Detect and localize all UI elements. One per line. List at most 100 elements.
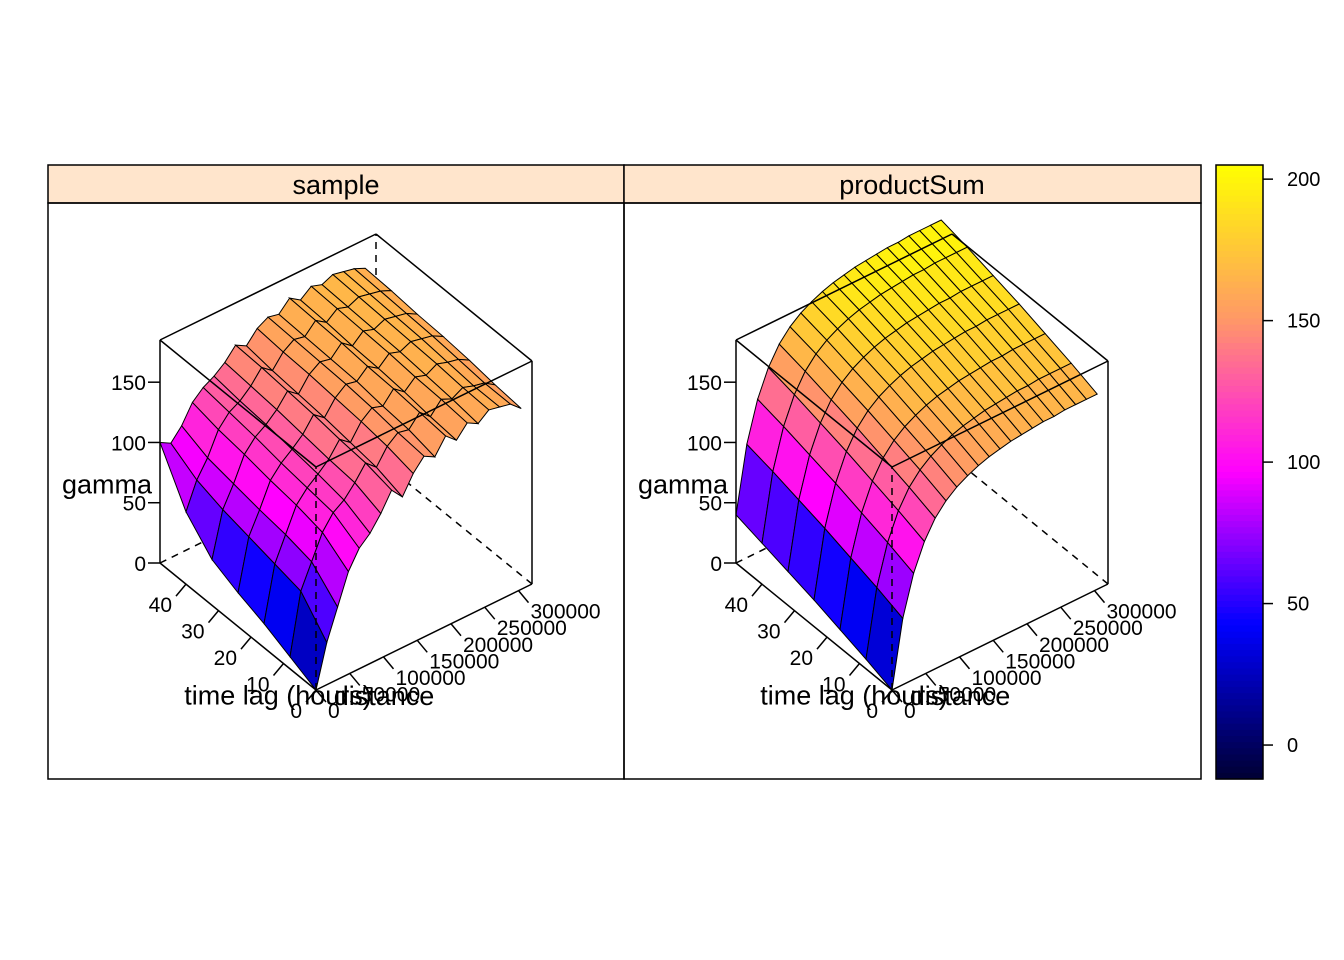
box-edge <box>735 233 953 341</box>
y-tick-label: 0 <box>290 700 302 723</box>
colorkey-band <box>1216 281 1263 289</box>
colorkey-band <box>1216 324 1263 332</box>
colorkey-band <box>1216 557 1263 565</box>
colorkey-band <box>1216 373 1263 381</box>
x-tick-mark <box>382 656 395 670</box>
z-tick-label: 0 <box>134 553 146 576</box>
y-tick-mark <box>816 636 828 650</box>
colorkey-band <box>1216 459 1263 467</box>
y-tick-mark <box>305 689 317 703</box>
box-edge-hidden <box>951 456 1109 585</box>
y-tick-mark <box>272 663 285 677</box>
colorkey-band <box>1216 748 1263 756</box>
z-tick-label: 100 <box>111 432 146 455</box>
z-tick-label: 0 <box>710 553 722 576</box>
colorkey-band <box>1216 177 1263 185</box>
colorkey-band <box>1216 693 1263 700</box>
colorkey-band <box>1216 392 1263 399</box>
x-tick-mark <box>484 606 496 620</box>
colorkey-band <box>1216 312 1263 320</box>
box-edge <box>375 233 533 362</box>
colorkey-band <box>1216 238 1263 246</box>
colorkey-band <box>1216 760 1263 768</box>
colorkey-band <box>1216 527 1263 534</box>
y-tick-label: 30 <box>181 621 204 644</box>
x-tick-mark <box>925 672 937 686</box>
colorkey-band <box>1216 772 1263 780</box>
panel-box-productSum <box>623 202 1202 780</box>
colorkey-band <box>1216 330 1263 338</box>
colorkey-band <box>1216 723 1263 731</box>
colorkey-band <box>1216 275 1263 283</box>
colorkey-band <box>1216 582 1263 590</box>
panel-sample: sample 050000100000150000200000250000300… <box>47 164 625 780</box>
colorkey-band <box>1216 220 1263 227</box>
y-axis-label: time lag (hours) <box>760 681 948 711</box>
colorkey-band <box>1216 465 1263 473</box>
surface <box>159 267 522 692</box>
x-tick-mark <box>891 689 903 703</box>
colorkey-band <box>1216 545 1263 553</box>
x-tick-mark <box>416 639 428 653</box>
z-tick-label: 150 <box>111 372 146 395</box>
colorkey-band <box>1216 453 1263 461</box>
y-tick-label: 20 <box>790 647 813 670</box>
colorkey-band <box>1216 766 1263 774</box>
colorkey-band <box>1216 183 1263 191</box>
colorkey-band <box>1216 662 1263 670</box>
x-tick-label: 150000 <box>1005 650 1075 673</box>
y-tick-mark <box>881 689 893 703</box>
strip-sample <box>47 164 625 204</box>
y-tick-label: 30 <box>757 621 780 644</box>
colorkey-band <box>1216 607 1263 614</box>
y-tick-label: 40 <box>149 594 172 617</box>
y-tick-mark <box>848 663 861 677</box>
colorkey-band <box>1216 729 1263 737</box>
x-tick-label: 300000 <box>531 601 601 624</box>
y-tick-label: 0 <box>866 700 878 723</box>
colorkey-tick-label: 100 <box>1287 452 1320 474</box>
y-tick-label: 10 <box>246 674 269 697</box>
colorkey: 0 50 100 150 200 <box>1215 164 1320 780</box>
colorkey-band <box>1216 564 1263 571</box>
colorkey-band <box>1216 165 1263 172</box>
colorkey-band <box>1216 705 1263 713</box>
colorkey-band <box>1216 508 1263 516</box>
surface-facet <box>289 589 328 692</box>
colorkey-band <box>1216 416 1263 424</box>
colorkey-band <box>1216 398 1263 406</box>
surface <box>735 219 1098 692</box>
box-edge <box>315 583 533 691</box>
y-tick-label: 20 <box>214 647 237 670</box>
y-tick-label: 10 <box>822 674 845 697</box>
colorkey-band <box>1216 435 1263 442</box>
x-tick-mark <box>992 639 1004 653</box>
colorkey-band <box>1216 717 1263 725</box>
colorkey-band <box>1216 349 1263 356</box>
box-edge <box>735 339 893 468</box>
colorkey-ticks: 0 50 100 150 200 <box>1263 169 1320 757</box>
colorkey-bands <box>1216 165 1263 780</box>
colorkey-band <box>1216 232 1263 240</box>
x-tick-mark <box>450 623 462 637</box>
colorkey-band <box>1216 613 1263 620</box>
colorkey-band <box>1216 343 1263 350</box>
box-edge <box>891 360 1109 468</box>
colorkey-band <box>1216 502 1263 510</box>
colorkey-band <box>1216 736 1263 743</box>
colorkey-tick-label: 200 <box>1287 169 1320 191</box>
strip-label-productSum: productSum <box>839 170 985 200</box>
colorkey-band <box>1216 484 1263 492</box>
colorkey-band <box>1216 269 1263 277</box>
colorkey-band <box>1216 533 1263 541</box>
colorkey-band <box>1216 195 1263 203</box>
colorkey-band <box>1216 643 1263 651</box>
colorkey-band <box>1216 656 1263 663</box>
y-axis-label: time lag (hours) <box>184 681 372 711</box>
x-axis-label: distance <box>910 681 1011 711</box>
x-tick-label: 250000 <box>497 617 567 640</box>
colorkey-band <box>1216 650 1263 657</box>
x-tick-mark <box>315 689 327 703</box>
